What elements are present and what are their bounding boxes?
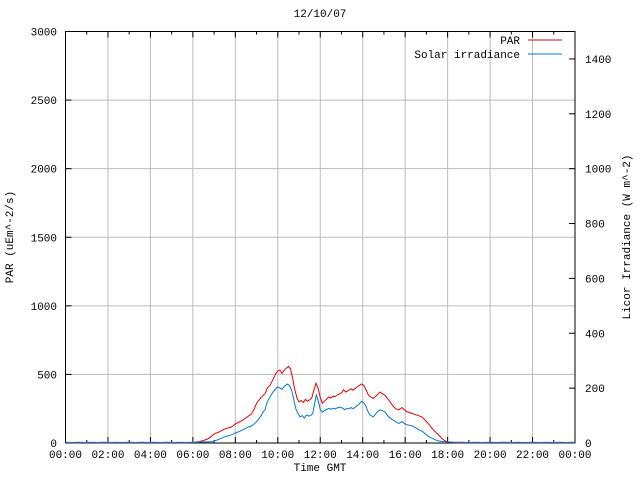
y-left-tick-label: 2500	[31, 96, 57, 108]
y-left-tick-label: 2000	[31, 165, 57, 177]
series-line-par	[65, 365, 575, 444]
x-tick-label: 22:00	[516, 450, 549, 462]
legend-label-par: PAR	[500, 36, 520, 48]
x-tick-label: 18:00	[431, 450, 464, 462]
x-tick-label: 08:00	[219, 450, 252, 462]
x-tick-label: 12:00	[304, 450, 337, 462]
y-right-tick-label: 800	[585, 220, 605, 232]
x-tick-label: 06:00	[176, 450, 209, 462]
y-right-tick-label: 400	[585, 329, 605, 341]
x-tick-label: 00:00	[49, 450, 82, 462]
y-right-tick-label: 200	[585, 384, 605, 396]
y-right-tick-label: 1400	[585, 55, 611, 67]
y-axis-label-right: Licor Irradiance (W m^-2)	[622, 154, 634, 320]
y-axis-label-left: PAR (uEm^-2/s)	[5, 190, 17, 284]
y-left-tick-label: 0	[50, 439, 57, 451]
y-left-tick-label: 1000	[31, 302, 57, 314]
chart-title: 12/10/07	[293, 9, 347, 21]
x-tick-label: 14:00	[346, 450, 379, 462]
y-right-tick-label: 1200	[585, 110, 611, 122]
y-right-tick-label: 1000	[585, 165, 611, 177]
legend-label-solar-irradiance: Solar irradiance	[414, 50, 520, 62]
y-left-tick-label: 3000	[31, 28, 57, 40]
x-tick-label: 00:00	[558, 450, 591, 462]
x-tick-label: 16:00	[389, 450, 422, 462]
x-axis-label: Time GMT	[293, 463, 347, 475]
x-tick-label: 02:00	[91, 450, 124, 462]
y-right-tick-label: 0	[585, 439, 592, 451]
series-line-solar-irradiance	[65, 383, 576, 444]
x-tick-label: 04:00	[134, 450, 167, 462]
y-left-tick-label: 1500	[31, 233, 57, 245]
x-tick-label: 20:00	[474, 450, 507, 462]
y-right-tick-label: 600	[585, 274, 605, 286]
x-tick-label: 10:00	[261, 450, 294, 462]
y-left-tick-label: 500	[37, 370, 57, 382]
